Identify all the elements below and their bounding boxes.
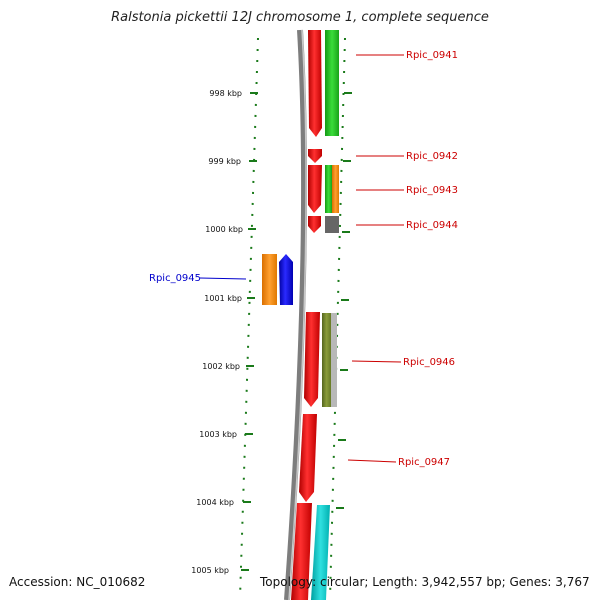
cog-box-next-cyan xyxy=(311,505,330,600)
genome-backbone xyxy=(284,29,308,600)
gene-label-rpic-0943[interactable]: Rpic_0943 xyxy=(406,185,458,196)
tick-label-1005: 1005 kbp xyxy=(191,566,229,575)
topology-label: Topology: circular; Length: 3,942,557 bp… xyxy=(260,575,590,589)
cog-box-rpic-0946-gray xyxy=(331,313,337,407)
gene-label-rpic-0947[interactable]: Rpic_0947 xyxy=(398,457,450,468)
tick-label-1000: 1000 kbp xyxy=(205,225,243,234)
accession-label: Accession: NC_010682 xyxy=(9,575,146,589)
tick-label-1002: 1002 kbp xyxy=(202,362,240,371)
cds-rpic-0944[interactable] xyxy=(308,216,321,233)
gene-label-rpic-0945[interactable]: Rpic_0945 xyxy=(149,273,201,284)
cog-box-rpic-0946-olive xyxy=(322,313,331,407)
cds-next[interactable] xyxy=(291,503,312,600)
tick-guide-left xyxy=(239,37,259,599)
tick-label-1004: 1004 kbp xyxy=(196,498,234,507)
cds-rpic-0945[interactable] xyxy=(279,254,293,305)
label-leaders xyxy=(199,54,404,463)
map-title: Ralstonia pickettii 12J chromosome 1, co… xyxy=(111,10,489,25)
tick-marks-right xyxy=(336,92,352,509)
cog-box-rpic-0944 xyxy=(325,216,339,233)
tick-marks-left xyxy=(241,92,258,571)
gene-label-rpic-0941[interactable]: Rpic_0941 xyxy=(406,50,458,61)
cds-rpic-0947[interactable] xyxy=(299,414,317,502)
cog-box-rpic-0945 xyxy=(262,254,277,305)
tick-label-999: 999 kbp xyxy=(208,157,241,166)
cds-rpic-0946[interactable] xyxy=(304,312,320,407)
cds-rpic-0942[interactable] xyxy=(308,149,322,163)
cog-box-rpic-0943-orange xyxy=(332,165,339,213)
gene-label-rpic-0944[interactable]: Rpic_0944 xyxy=(406,220,458,231)
gene-label-rpic-0942[interactable]: Rpic_0942 xyxy=(406,151,458,162)
cds-rpic-0943[interactable] xyxy=(308,165,322,213)
genome-backbone-highlight xyxy=(288,29,307,600)
tick-label-998: 998 kbp xyxy=(209,89,242,98)
tick-label-1001: 1001 kbp xyxy=(204,294,242,303)
cds-rpic-0941[interactable] xyxy=(308,30,322,137)
gene-label-rpic-0946[interactable]: Rpic_0946 xyxy=(403,357,455,368)
cog-box-rpic-0943-green xyxy=(325,165,332,213)
tick-label-1003: 1003 kbp xyxy=(199,430,237,439)
cog-box-rpic-0941 xyxy=(325,30,339,136)
